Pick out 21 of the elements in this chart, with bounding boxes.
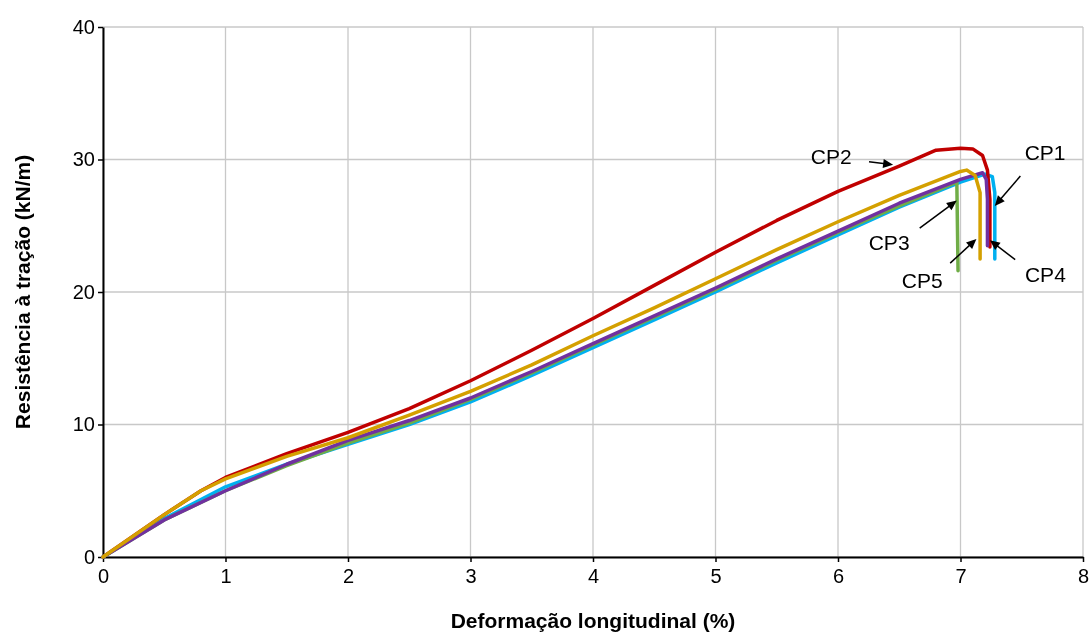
y-tick-label: 30 bbox=[72, 148, 95, 171]
x-tick-label: 2 bbox=[342, 565, 355, 587]
x-tick-label: 3 bbox=[465, 565, 477, 587]
annotation: CP2 bbox=[810, 144, 852, 168]
x-tick-label: 1 bbox=[220, 565, 232, 587]
y-tick-label: 10 bbox=[72, 413, 95, 436]
annotation: CP1 bbox=[1024, 141, 1066, 165]
y-axis-title: Resistência à tração (kN/m) bbox=[11, 154, 34, 430]
y-tick-label: 40 bbox=[72, 15, 95, 38]
annotation: CP5 bbox=[901, 268, 943, 292]
x-tick-label: 8 bbox=[1077, 565, 1090, 587]
y-tick-label: 0 bbox=[83, 545, 95, 568]
x-tick-label: 6 bbox=[832, 565, 845, 587]
annotation: CP3 bbox=[868, 231, 910, 255]
x-tick-label: 7 bbox=[955, 565, 967, 587]
annotation: CP4 bbox=[1024, 263, 1067, 287]
x-tick-label: 0 bbox=[97, 565, 110, 587]
x-tick-label: 4 bbox=[587, 565, 600, 587]
x-tick-label: 5 bbox=[710, 565, 722, 587]
x-axis-title: Deformação longitudinal (%) bbox=[450, 609, 736, 632]
y-tick-label: 20 bbox=[72, 280, 95, 303]
